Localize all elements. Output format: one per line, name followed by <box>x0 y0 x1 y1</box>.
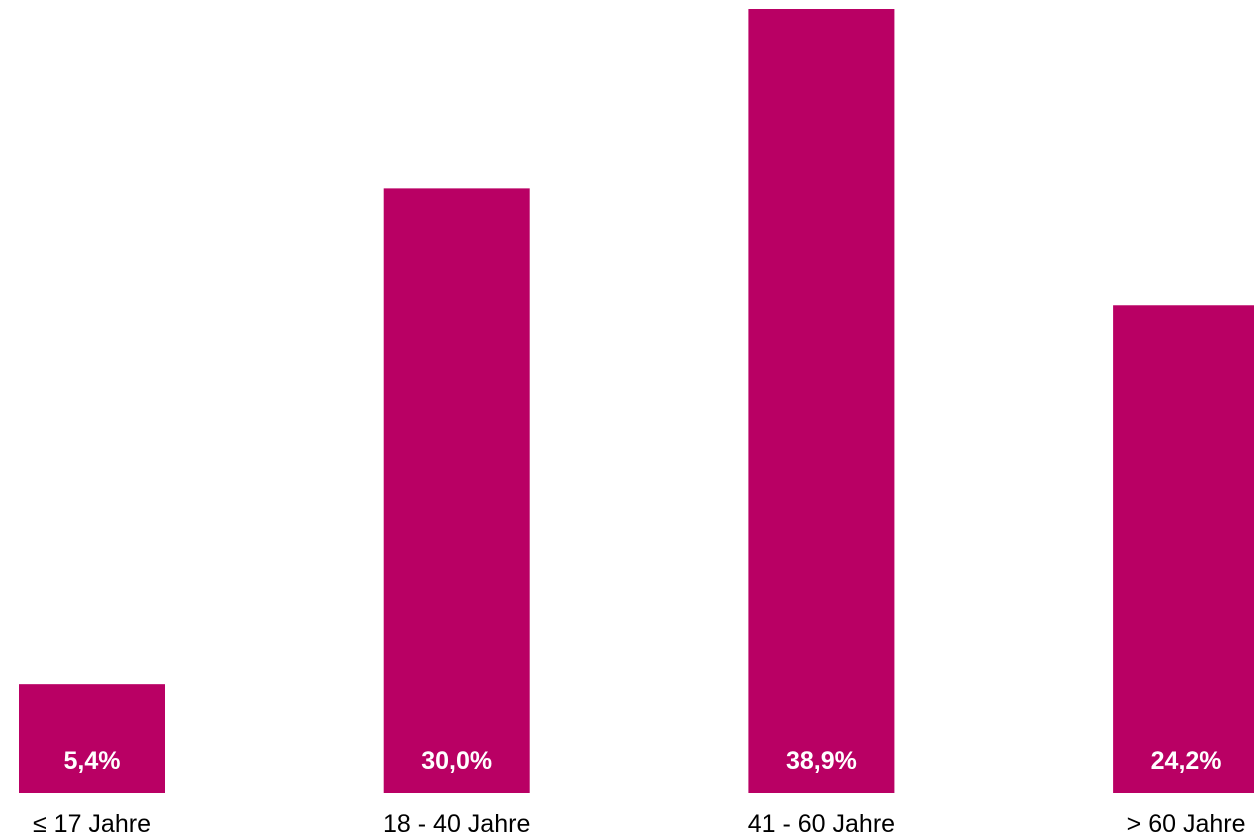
category-label-41-60-jahre: 41 - 60 Jahre <box>748 810 895 838</box>
category-label-17-jahre: ≤ 17 Jahre <box>33 810 151 838</box>
bar-60-jahre <box>1113 305 1254 793</box>
value-label-60-jahre: 24,2% <box>1151 747 1222 775</box>
category-label-60-jahre: > 60 Jahre <box>1127 810 1246 838</box>
category-label-18-40-jahre: 18 - 40 Jahre <box>383 810 530 838</box>
value-labels-group: 5,4% 30,0% 38,9% 24,2% <box>64 747 1222 775</box>
bar-18-40-jahre <box>383 188 530 794</box>
bars-group <box>19 9 1254 794</box>
bar-41-60-jahre <box>748 9 895 793</box>
bar-17-jahre <box>19 684 165 793</box>
value-label-18-40-jahre: 30,0% <box>421 747 492 775</box>
category-labels-group: ≤ 17 Jahre 18 - 40 Jahre 41 - 60 Jahre > 60… <box>33 810 1246 838</box>
value-label-41-60-jahre: 38,9% <box>786 747 857 775</box>
value-label-17-jahre: 5,4% <box>64 747 121 775</box>
